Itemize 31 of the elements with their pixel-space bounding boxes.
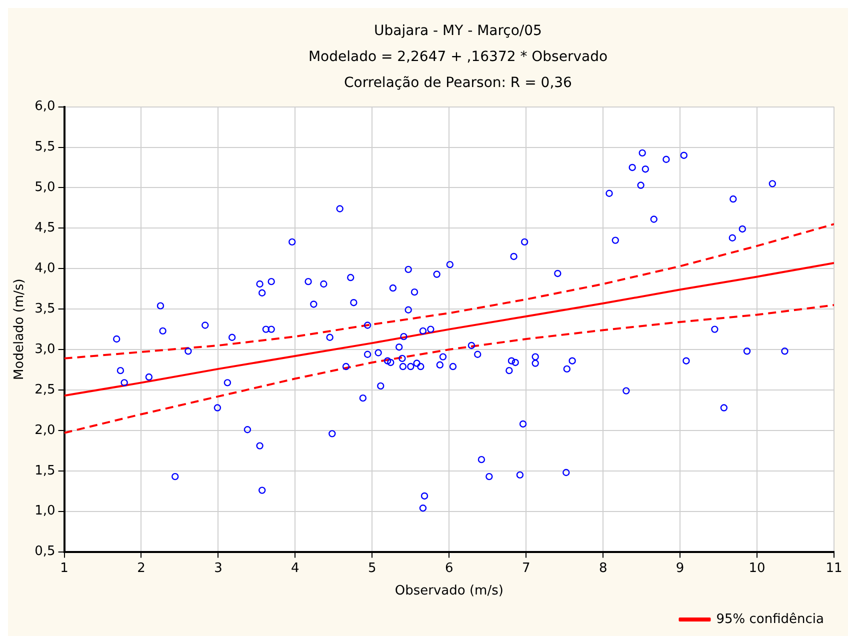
y-tick-label: 0,5 xyxy=(34,544,56,560)
y-tick-label: 4,0 xyxy=(34,260,56,276)
y-tick-label: 2,0 xyxy=(34,422,56,438)
legend-label: 95% confidência xyxy=(716,612,824,627)
x-tick-label: 8 xyxy=(598,560,608,576)
x-tick-label: 11 xyxy=(826,560,842,576)
x-tick-label: 9 xyxy=(676,560,684,576)
x-tick-label: 2 xyxy=(137,560,146,576)
x-axis-title: Observado (m/s) xyxy=(394,584,504,599)
x-tick-label: 5 xyxy=(368,560,376,576)
y-tick-label: 2,5 xyxy=(34,382,56,398)
y-tick-label: 3,0 xyxy=(34,342,56,357)
y-tick-label: 3,5 xyxy=(34,301,56,316)
y-tick-label: 4,5 xyxy=(34,220,56,236)
text: Correlação de Pearson: R = 0,36 xyxy=(343,74,573,93)
x-tick-label: 3 xyxy=(214,560,222,576)
x-tick-label: 6 xyxy=(444,560,454,576)
x-tick-label: 4 xyxy=(291,560,300,576)
y-tick-label: 5,5 xyxy=(34,140,56,155)
line-series xyxy=(64,223,834,360)
x-tick-label: 10 xyxy=(748,560,766,576)
line-series xyxy=(64,304,834,434)
y-tick-label: 5,0 xyxy=(34,180,56,196)
y-tick-label: 1,5 xyxy=(34,463,56,478)
y-tick-label: 6,0 xyxy=(34,99,56,114)
y-axis-title: Modelado (m/s) xyxy=(12,278,28,380)
x-tick-label: 1 xyxy=(60,560,68,576)
chart-title: Ubajara - MY - Março/05 xyxy=(373,22,543,41)
y-tick-label: 1,0 xyxy=(34,504,56,519)
chart-subtitle: Modelado = 2,2647 + ,16372 * Observado xyxy=(307,48,609,67)
x-tick-label: 7 xyxy=(522,560,530,576)
